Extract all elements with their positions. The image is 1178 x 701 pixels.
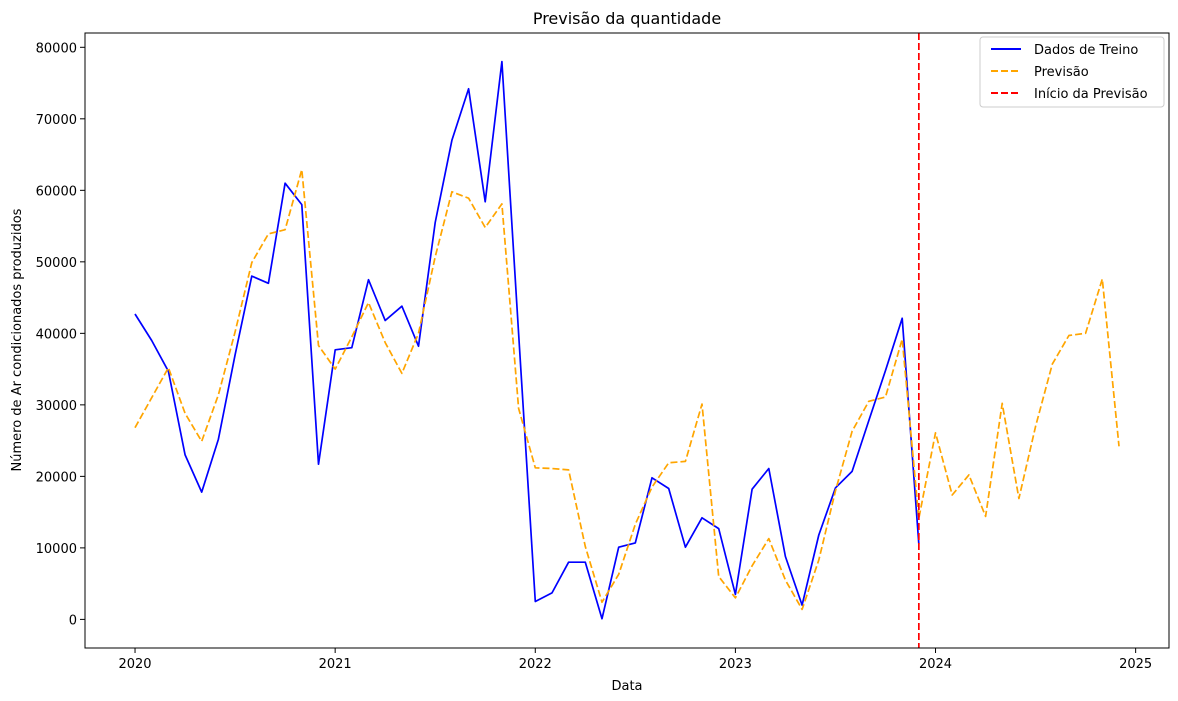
x-tick-label: 2020 [118,657,151,672]
legend-box [979,36,1165,108]
y-tick-label: 60000 [36,184,77,199]
x-tick-label: 2022 [519,657,552,672]
y-tick-label: 80000 [36,41,77,56]
series-layer [134,60,1120,620]
y-tick-label: 20000 [36,470,77,485]
y-tick-label: 70000 [36,113,77,128]
chart-title: Previsão da quantidade [533,9,721,28]
x-tick-label: 2025 [1119,657,1152,672]
plot-frame [84,32,1170,649]
x-axis-title: Data [611,679,642,694]
x-axis: 2020 2021 2022 2023 2024 2025 [118,648,1152,672]
x-tick-label: 2021 [319,657,352,672]
y-axis: 0 10000 20000 30000 40000 50000 60000 70000 8000… [36,41,85,628]
plot-background [85,33,1169,648]
legend-label-dados-de-treino: Dados de Treino [1034,43,1138,58]
y-tick-label: 50000 [36,256,77,271]
y-tick-label: 30000 [36,399,77,414]
legend-label-previsao: Previsão [1034,65,1089,80]
x-tick-label: 2024 [919,657,952,672]
legend: Dados de Treino Previsão Início da Previ… [979,36,1165,108]
x-tick-label: 2023 [719,657,752,672]
y-tick-label: 40000 [36,327,77,342]
y-axis-title: Número de Ar condicionados produzidos [10,208,25,471]
series-line-previs-o [134,168,1120,611]
y-tick-label: 0 [69,613,77,628]
series-line-dados-de-treino [134,60,920,620]
y-tick-label: 10000 [36,542,77,557]
legend-label-inicio-da-previsao: Início da Previsão [1034,87,1148,102]
